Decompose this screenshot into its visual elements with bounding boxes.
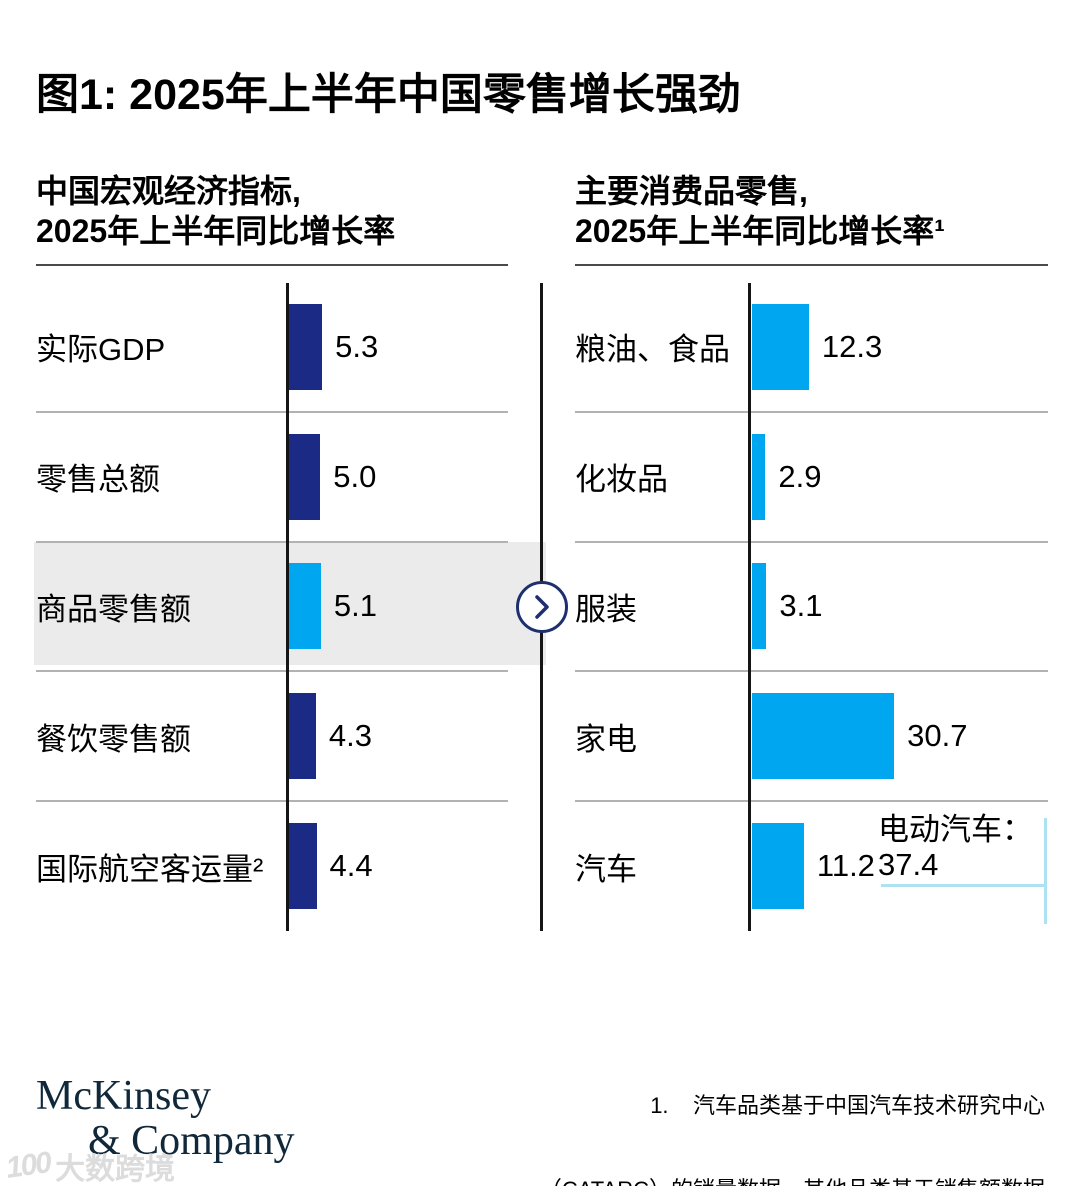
bar <box>289 433 321 520</box>
bar <box>752 693 895 780</box>
footnotes: 1. 汽车品类基于中国汽车技术研究中心 （CATARC）的销量数据，其他品类基于… <box>537 1036 1045 1186</box>
row-label: 零售总额 <box>36 462 160 498</box>
ev-annotation: 电动汽车： 37.4 <box>878 812 1033 882</box>
chart-row: 餐饮零售额 4.3 <box>36 670 508 800</box>
bar-value: 4.3 <box>328 718 372 754</box>
chevron-connector <box>516 581 568 633</box>
left-chart-heading-line2: 2025年上半年同比增长率 <box>36 213 396 249</box>
chevron-right-icon <box>535 595 549 619</box>
footnote-1-cont: （CATARC）的销量数据，其他品类基于销售额数据 <box>537 1176 1045 1186</box>
chart-row: 汽车 11.2 <box>575 800 1048 930</box>
bar <box>752 563 767 650</box>
chart-row: 零售总额 5.0 <box>36 410 508 541</box>
right-chart-heading-line1: 主要消费品零售, <box>575 173 808 209</box>
watermark-logo-icon: 100 <box>3 1146 53 1185</box>
bar <box>289 563 321 650</box>
row-label: 服装 <box>575 591 637 627</box>
bar <box>289 823 317 910</box>
chart-row: 粮油、食品 12.3 <box>575 283 1048 411</box>
ev-annotation-label: 电动汽车： <box>878 812 1033 847</box>
bar <box>289 303 323 390</box>
bar-value: 11.2 <box>816 848 875 884</box>
bar <box>289 693 316 780</box>
bar-value: 5.0 <box>333 458 377 494</box>
row-label: 家电 <box>575 721 637 757</box>
left-chart-heading: 中国宏观经济指标, 2025年上半年同比增长率 <box>36 171 508 266</box>
bar-value: 30.7 <box>907 718 968 754</box>
row-label: 实际GDP <box>36 332 166 368</box>
chart-row: 家电 30.7 <box>575 670 1048 800</box>
bar-value: 4.4 <box>329 848 373 884</box>
right-chart-heading-line2: 2025年上半年同比增长率¹ <box>575 213 945 249</box>
left-chart-heading-line1: 中国宏观经济指标, <box>36 173 301 209</box>
mckinsey-logo: McKinsey & Company <box>36 1074 295 1164</box>
bar-value: 2.9 <box>778 458 822 494</box>
row-label: 商品零售额 <box>36 591 191 627</box>
bar-value: 12.3 <box>821 328 883 364</box>
row-label: 粮油、食品 <box>575 332 730 368</box>
bar <box>752 433 766 520</box>
footnote-1: 1. 汽车品类基于中国汽车技术研究中心 <box>650 1093 1045 1118</box>
chart-row: 服装 3.1 <box>575 540 1048 671</box>
chart-row-highlighted: 商品零售额 5.1 <box>36 540 508 671</box>
bar-value: 3.1 <box>779 588 823 624</box>
bar-value: 5.3 <box>335 328 379 364</box>
logo-line2: & Company <box>88 1118 295 1164</box>
ev-annotation-underline <box>881 884 1047 887</box>
exhibit-title: 图1: 2025年上半年中国零售增长强劲 <box>36 71 741 119</box>
chart-row: 国际航空客运量² 4.4 <box>36 800 508 930</box>
right-chart: 粮油、食品 12.3 化妆品 2.9 服装 3.1 家电 30.7 汽车 11.… <box>575 283 1048 930</box>
logo-line1: McKinsey <box>36 1073 211 1119</box>
right-chart-heading: 主要消费品零售, 2025年上半年同比增长率¹ <box>575 171 1048 266</box>
bar-value: 5.1 <box>333 588 377 624</box>
watermark: 100 大数跨境 <box>3 1144 176 1186</box>
row-label: 汽车 <box>575 851 637 887</box>
chart-row: 化妆品 2.9 <box>575 410 1048 541</box>
ev-annotation-bracket <box>1044 818 1047 924</box>
watermark-text: 大数跨境 <box>55 1153 176 1186</box>
left-chart: 实际GDP 5.3 零售总额 5.0 商品零售额 5.1 餐饮零售额 4.3 国… <box>36 283 508 930</box>
row-label: 餐饮零售额 <box>36 721 191 757</box>
left-chart-baseline <box>286 283 289 931</box>
bar <box>752 823 804 910</box>
row-label: 国际航空客运量² <box>36 851 264 887</box>
chart-row: 实际GDP 5.3 <box>36 283 508 411</box>
bar <box>752 303 809 390</box>
ev-annotation-value: 37.4 <box>878 847 939 882</box>
row-label: 化妆品 <box>575 462 668 498</box>
right-chart-baseline <box>748 283 751 931</box>
